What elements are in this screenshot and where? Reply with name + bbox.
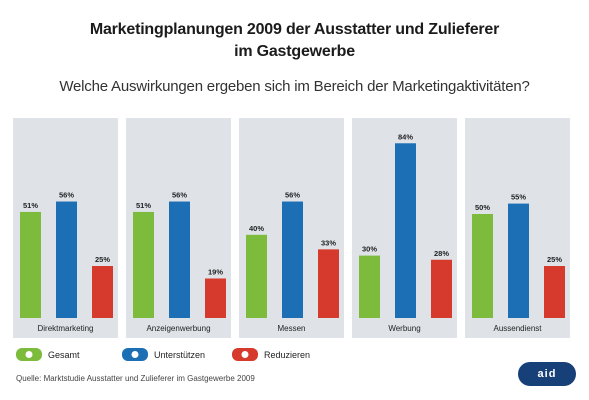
bar-unterstützen [282, 201, 303, 318]
data-label: 40% [249, 224, 264, 233]
legend-label: Gesamt [48, 350, 80, 360]
bar-reduzieren [92, 266, 113, 318]
legend-dot [25, 351, 33, 358]
bar-reduzieren [318, 249, 339, 318]
bar-gesamt [246, 234, 267, 318]
legend-dot [241, 351, 249, 358]
data-label: 56% [59, 191, 74, 200]
chart-title-line-1: Marketingplanungen 2009 der Ausstatter u… [89, 21, 500, 38]
category-label: Direktmarketing [37, 324, 93, 333]
source-note: Quelle: Marktstudie Ausstatter und Zulie… [16, 374, 255, 383]
data-label: 51% [23, 201, 38, 210]
bar-reduzieren [431, 259, 452, 318]
chart-title-line-2: im Gastgewerbe [234, 43, 355, 60]
category-label: Werbung [388, 324, 420, 333]
data-label: 50% [475, 203, 490, 212]
data-label: 84% [398, 132, 413, 141]
bar-gesamt [133, 211, 154, 318]
data-label: 56% [172, 191, 187, 200]
data-label: 55% [511, 193, 526, 202]
data-label: 56% [285, 191, 300, 200]
chart-subtitle: Welche Auswirkungen ergeben sich im Bere… [59, 78, 530, 95]
bar-reduzieren [205, 278, 226, 318]
legend-label: Unterstützen [154, 350, 205, 360]
data-label: 30% [362, 245, 377, 254]
bar-gesamt [359, 255, 380, 318]
legend-label: Reduzieren [264, 350, 310, 360]
data-label: 19% [208, 267, 223, 276]
bar-unterstützen [395, 143, 416, 318]
bar-unterstützen [508, 203, 529, 318]
publisher-logo: aid [518, 362, 576, 386]
data-label: 33% [321, 238, 336, 247]
bar-unterstützen [56, 201, 77, 318]
category-label: Messen [277, 324, 305, 333]
legend-dot [131, 351, 139, 358]
bar-reduzieren [544, 266, 565, 318]
bar-gesamt [472, 214, 493, 318]
bar-gesamt [20, 211, 41, 318]
data-label: 28% [434, 249, 449, 258]
bar-unterstützen [169, 201, 190, 318]
data-label: 25% [547, 255, 562, 264]
category-label: Aussendienst [493, 324, 542, 333]
data-label: 51% [136, 201, 151, 210]
category-label: Anzeigenwerbung [146, 324, 210, 333]
data-label: 25% [95, 255, 110, 264]
